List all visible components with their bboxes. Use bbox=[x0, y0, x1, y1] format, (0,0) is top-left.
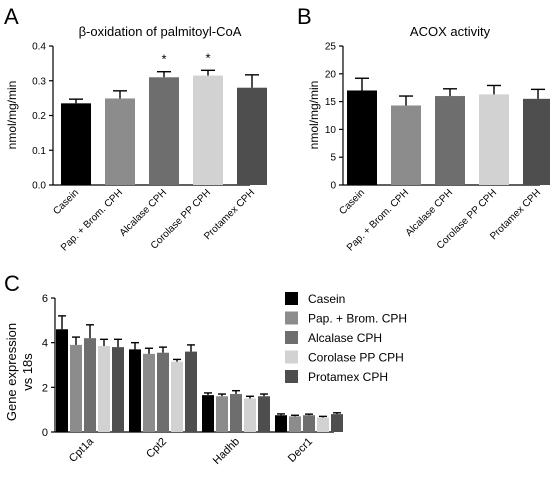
panel-label-c: C bbox=[4, 271, 20, 296]
chart-b-y-tick-label: 15 bbox=[325, 97, 337, 108]
chart-c-bar bbox=[70, 344, 82, 432]
chart-b-y-tick-label: 25 bbox=[325, 42, 337, 53]
chart-c-bar bbox=[84, 338, 96, 432]
panel-a: A β-oxidation of palmitoyl-CoA nmol/mg/m… bbox=[4, 4, 267, 253]
legend-swatch bbox=[285, 292, 298, 305]
chart-a-y-tick-label: 0.0 bbox=[32, 181, 46, 192]
chart-b-bar bbox=[347, 90, 377, 185]
chart-a-y-tick-label: 0.4 bbox=[32, 42, 46, 53]
chart-c-y-label-line1: Gene expression bbox=[4, 323, 19, 421]
chart-c-bar bbox=[244, 398, 256, 432]
legend-label: Pap. + Brom. CPH bbox=[308, 312, 407, 326]
chart-b-bar bbox=[479, 94, 509, 185]
chart-c-bar bbox=[112, 347, 124, 432]
chart-a-y-tick-label: 0.2 bbox=[32, 111, 46, 122]
chart-b-bar bbox=[523, 98, 550, 185]
chart-b-y-tick-label: 20 bbox=[325, 69, 337, 80]
chart-c-bar bbox=[289, 416, 301, 432]
panel-label-b: B bbox=[297, 4, 312, 29]
chart-c-bar bbox=[157, 352, 169, 432]
chart-b-y-tick-label: 0 bbox=[330, 181, 336, 192]
chart-c-bar bbox=[143, 353, 155, 432]
chart-c-bar bbox=[230, 394, 242, 432]
legend-label: Alcalase CPH bbox=[308, 331, 382, 345]
chart-c-x-tick-label: Cpt2 bbox=[144, 436, 169, 461]
chart-a-bar bbox=[61, 103, 91, 185]
chart-c-bar bbox=[258, 396, 270, 432]
legend-swatch bbox=[285, 350, 298, 364]
chart-a-significance-mark: * bbox=[205, 50, 210, 65]
chart-a-bar bbox=[237, 87, 267, 185]
chart-a-y-label: nmol/mg/min bbox=[5, 81, 19, 150]
chart-b-x-tick-label: Casein bbox=[337, 187, 367, 217]
chart-a-bar bbox=[105, 98, 135, 185]
legend-label: Corolase PP CPH bbox=[308, 351, 404, 365]
chart-a-title: β-oxidation of palmitoyl-CoA bbox=[79, 24, 242, 39]
chart-b-y-tick-label: 10 bbox=[325, 125, 337, 136]
chart-c-x-tick-label: Hadhb bbox=[211, 436, 242, 467]
panel-b: B ACOX activity nmol/mg/min 0 5 10 15 20 25 Ca… bbox=[297, 4, 550, 253]
legend-swatch bbox=[285, 311, 298, 325]
chart-a-y-tick-label: 0.3 bbox=[32, 76, 46, 87]
legend-label: Protamex CPH bbox=[308, 370, 388, 384]
chart-a-y-tick-label: 0.1 bbox=[32, 146, 46, 157]
chart-c-y-tick-label: 6 bbox=[42, 293, 48, 305]
chart-c-bar bbox=[317, 417, 329, 432]
chart-a-bar bbox=[193, 75, 223, 185]
chart-c-bar bbox=[331, 414, 343, 432]
chart-c-bar bbox=[216, 396, 228, 432]
chart-c-bar bbox=[56, 329, 68, 432]
chart-a-x-tick-label: Casein bbox=[51, 187, 81, 217]
chart-c-x-tick-label: Cpt1a bbox=[67, 435, 97, 465]
chart-b-y-label: nmol/mg/min bbox=[307, 81, 321, 150]
chart-a-bar bbox=[149, 77, 179, 185]
chart-c-y-tick-label: 0 bbox=[42, 427, 48, 439]
chart-b-y-tick-label: 5 bbox=[330, 153, 336, 164]
chart-c-bar bbox=[303, 415, 315, 432]
chart-c-bar bbox=[171, 361, 183, 432]
chart-b-bar bbox=[391, 105, 421, 185]
legend-swatch bbox=[285, 331, 298, 344]
chart-c-bar bbox=[185, 351, 197, 432]
chart-c-y-tick-label: 2 bbox=[42, 382, 48, 394]
chart-a-significance-mark: * bbox=[161, 52, 166, 67]
chart-c-bar bbox=[275, 415, 287, 432]
chart-c-bar bbox=[98, 346, 110, 432]
panel-label-a: A bbox=[4, 4, 19, 29]
chart-c-y-label-line2: vs 18s bbox=[20, 353, 35, 391]
chart-c-bar bbox=[202, 395, 214, 432]
chart-c-x-tick-label: Decr1 bbox=[286, 436, 315, 465]
chart-c-bar bbox=[129, 349, 141, 432]
panel-c: C Gene expression vs 18s 0 2 4 6 Cpt1a Cpt2 Ha… bbox=[4, 271, 407, 467]
chart-b-title: ACOX activity bbox=[410, 24, 491, 39]
chart-c-y-tick-label: 4 bbox=[42, 338, 48, 350]
legend-swatch bbox=[285, 370, 298, 383]
legend-label: Casein bbox=[308, 292, 345, 306]
chart-b-bar bbox=[435, 96, 465, 185]
